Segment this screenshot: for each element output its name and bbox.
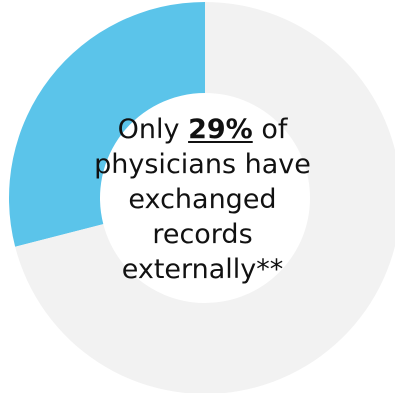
- center-text-only: Only: [117, 114, 189, 145]
- donut-center-label: Only 29% of physicians have exchanged re…: [70, 112, 335, 287]
- center-line-1: Only 29% of: [70, 112, 335, 147]
- center-text-of: of: [252, 114, 288, 145]
- center-line-5: externally**: [121, 254, 284, 285]
- center-line-4: records: [152, 219, 253, 250]
- center-line-3: exchanged: [128, 184, 277, 215]
- percentage-value: 29%: [188, 114, 253, 145]
- donut-slice-0: [8, 2, 205, 247]
- center-line-2: physicians have: [94, 149, 311, 180]
- donut-slice-1: [15, 2, 395, 393]
